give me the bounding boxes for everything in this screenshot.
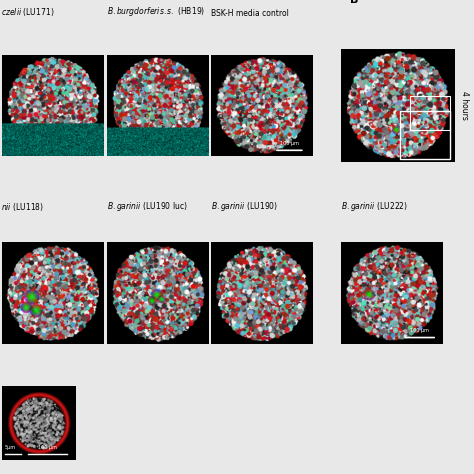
Text: 100 μm: 100 μm [38, 446, 56, 450]
Text: $\it{B. garinii}$ (LU222): $\it{B. garinii}$ (LU222) [341, 200, 409, 213]
Bar [401, 111, 450, 159]
Bar [410, 96, 450, 130]
Text: B: B [350, 0, 359, 5]
Text: 5μm: 5μm [5, 446, 16, 450]
Text: 4 hours: 4 hours [460, 91, 469, 120]
Text: $\it{B. garinii}$ (LU190): $\it{B. garinii}$ (LU190) [211, 200, 278, 213]
Text: 100 μm: 100 μm [280, 141, 299, 146]
Text: $\it{B. burgdorferi s.s.}$ (HB19): $\it{B. burgdorferi s.s.}$ (HB19) [107, 6, 205, 18]
Text: BSK-H media control: BSK-H media control [211, 9, 289, 18]
Text: $\it{B. garinii}$ (LU190 luc): $\it{B. garinii}$ (LU190 luc) [107, 200, 187, 213]
Text: $\it{nii}$ (LU118): $\it{nii}$ (LU118) [1, 201, 44, 213]
Text: $\it{czelii}$ (LU171): $\it{czelii}$ (LU171) [1, 7, 55, 18]
Text: 100 μm: 100 μm [410, 328, 429, 334]
